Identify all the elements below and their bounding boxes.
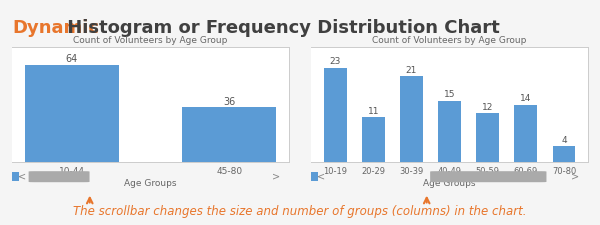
Bar (362, 117, 385, 162)
Text: <: < (17, 172, 26, 182)
Text: >: > (272, 172, 280, 182)
Bar (400, 76, 423, 162)
Title: Count of Volunteers by Age Group: Count of Volunteers by Age Group (373, 36, 527, 45)
Text: 36: 36 (223, 97, 235, 106)
Text: 4: 4 (561, 136, 567, 145)
Text: 21: 21 (406, 66, 417, 75)
Text: 15: 15 (444, 90, 455, 99)
Text: 11: 11 (368, 107, 379, 116)
Text: 23: 23 (329, 57, 341, 66)
Bar (438, 101, 461, 162)
Bar (182, 107, 277, 162)
X-axis label: Age Groups: Age Groups (423, 179, 476, 188)
Text: 12: 12 (482, 103, 493, 112)
Text: >: > (571, 172, 580, 182)
Text: <: < (317, 172, 325, 182)
Bar (12, 172, 19, 181)
Bar (553, 146, 575, 162)
Text: Dynamic: Dynamic (12, 19, 99, 37)
FancyBboxPatch shape (29, 171, 89, 182)
Text: 14: 14 (520, 94, 532, 104)
Bar (476, 113, 499, 162)
Bar (514, 105, 537, 162)
X-axis label: Age Groups: Age Groups (124, 179, 177, 188)
Bar (25, 65, 119, 162)
FancyBboxPatch shape (430, 171, 547, 182)
Text: The scrollbar changes the size and number of groups (columns) in the chart.: The scrollbar changes the size and numbe… (73, 205, 527, 218)
Bar (311, 172, 318, 181)
Text: Histogram or Frequency Distribution Chart: Histogram or Frequency Distribution Char… (61, 19, 500, 37)
Text: 64: 64 (65, 54, 78, 64)
Title: Count of Volunteers by Age Group: Count of Volunteers by Age Group (73, 36, 227, 45)
Bar (323, 68, 347, 162)
